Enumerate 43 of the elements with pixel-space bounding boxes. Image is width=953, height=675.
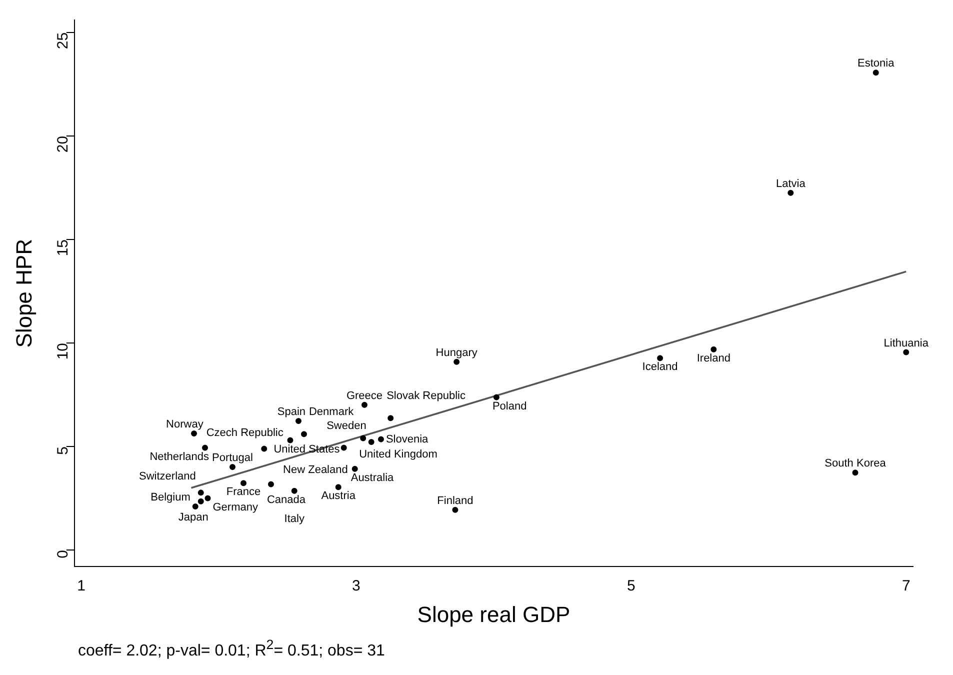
annotation: Ireland (696, 352, 730, 364)
annotation: Switzerland (139, 470, 196, 483)
annotation: Spain (277, 406, 306, 418)
annotation: Slovenia (386, 433, 430, 446)
x-axis-title: Slope real GDP (417, 602, 570, 627)
annotation: Germany (212, 501, 258, 514)
annotation: France (226, 486, 261, 498)
annotation: Iceland (642, 361, 678, 374)
annotation: Canada (266, 494, 306, 506)
annotation: Hungary (436, 346, 478, 359)
annotation: Austria (321, 490, 356, 502)
annotation: Denmark (308, 406, 354, 418)
annotation: Italy (284, 512, 305, 525)
annotation: Finland (437, 494, 474, 507)
annotation: South Korea (824, 458, 887, 470)
annotation: Australia (350, 472, 395, 484)
annotation: Latvia (776, 178, 806, 190)
y-tick-label: 10 (54, 342, 72, 360)
annotation: Czech Republic (206, 426, 284, 439)
annotation: Lithuania (884, 337, 930, 350)
annotation: Estonia (858, 58, 896, 70)
x-tick-label: 3 (352, 578, 360, 595)
text: coeff= 2.02; p-val= 0.01; R$^{2}$= 0.51; obs= 31 (77, 637, 386, 660)
x-tick-label: 7 (902, 578, 910, 595)
annotation: Belgium (150, 492, 190, 504)
y-tick-label: 0 (54, 550, 72, 558)
annotation: Norway (166, 418, 204, 430)
x-tick-label: 1 (77, 578, 86, 595)
annotation: Japan (178, 511, 208, 524)
annotation: New Zealand (283, 464, 348, 476)
x-tick-label: 5 (627, 578, 636, 595)
y-tick-label: 15 (54, 239, 72, 256)
y-axis-title: Slope HPR (11, 238, 36, 348)
y-tick-label: 25 (54, 32, 72, 50)
annotation: Sweden (326, 420, 366, 432)
annotation: Poland (492, 400, 527, 412)
y-tick-label: 5 (54, 446, 72, 455)
y-tick-label: 20 (54, 136, 72, 153)
annotation: Netherlands (150, 450, 210, 463)
annotation: Portugal (212, 452, 253, 464)
annotation: Slovak Republic (386, 390, 466, 402)
annotation: Greece (346, 390, 383, 402)
annotation: United Kingdom (359, 448, 438, 460)
